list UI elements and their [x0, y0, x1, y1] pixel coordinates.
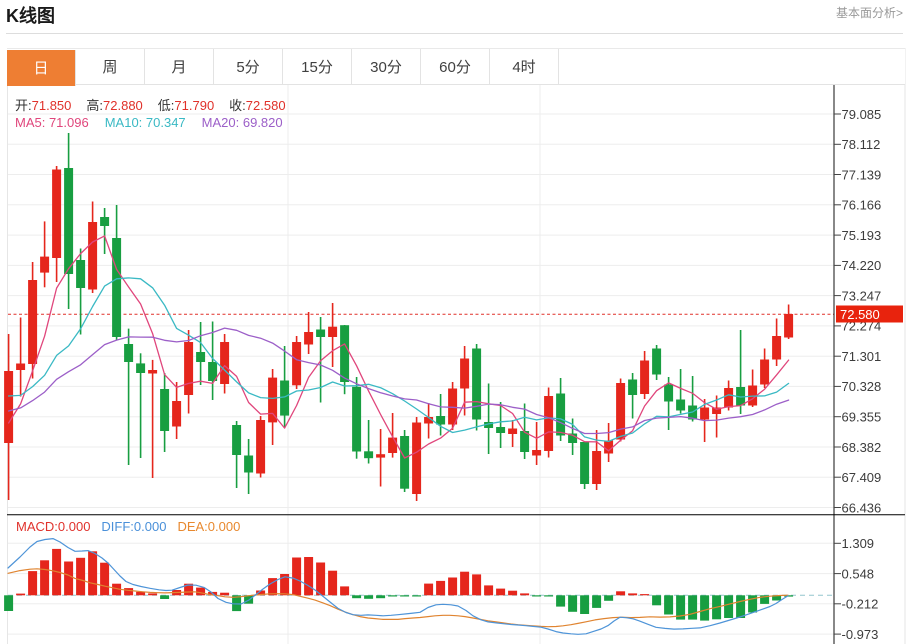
svg-text:70.328: 70.328	[842, 379, 882, 394]
svg-text:72.580: 72.580	[840, 307, 880, 322]
svg-text:66.436: 66.436	[842, 500, 882, 515]
svg-text:74.220: 74.220	[842, 258, 882, 273]
svg-text:71.301: 71.301	[842, 349, 882, 364]
svg-text:67.409: 67.409	[842, 470, 882, 485]
svg-text:68.382: 68.382	[842, 440, 882, 455]
svg-text:79.085: 79.085	[842, 107, 882, 122]
svg-text:69.355: 69.355	[842, 410, 882, 425]
svg-text:1.309: 1.309	[842, 536, 875, 551]
svg-text:77.139: 77.139	[842, 167, 882, 182]
svg-text:0.548: 0.548	[842, 566, 875, 581]
svg-text:-0.973: -0.973	[842, 627, 879, 642]
svg-text:76.166: 76.166	[842, 198, 882, 213]
svg-text:75.193: 75.193	[842, 228, 882, 243]
svg-text:78.112: 78.112	[842, 137, 881, 152]
svg-text:-0.212: -0.212	[842, 597, 879, 612]
svg-text:73.247: 73.247	[842, 288, 882, 303]
